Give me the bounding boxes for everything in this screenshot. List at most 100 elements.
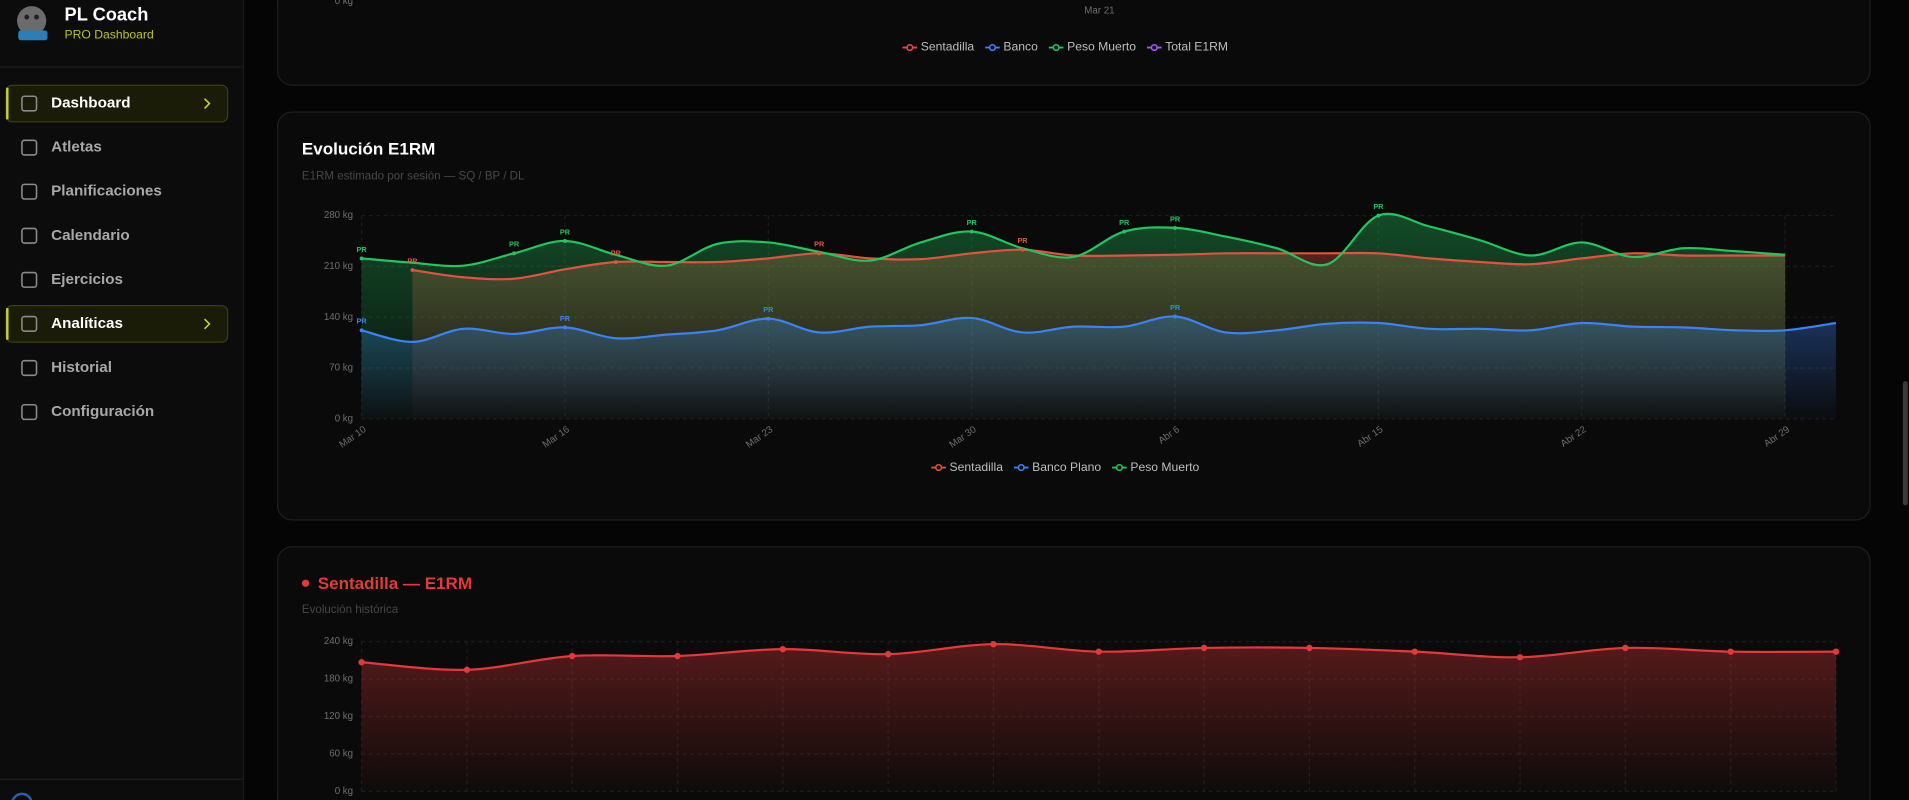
area-fill [361,213,1786,419]
nav-icon [21,227,38,244]
pr-point [817,251,822,256]
pr-point [1173,314,1177,319]
nav: Dashboard Atletas Planificaciones Calendari… [5,84,229,421]
y-tick-label: 70 kg [329,363,353,374]
pr-point [1173,225,1177,230]
nav-icon [21,359,38,377]
legend-item[interactable]: Sentadilla [902,40,975,54]
line [361,315,1837,343]
point [1832,648,1840,655]
legend-label: Banco [1003,40,1038,54]
card-title: Evolución E1RM [302,139,435,158]
nav-label: Ejercicios [51,271,123,288]
nav-item[interactable]: Atletas [21,139,102,156]
nav-active-bar [6,308,9,340]
pr-label: PR [1170,303,1181,312]
y-tick-label: 140 kg [324,312,353,323]
pr-point [359,328,364,333]
pr-label: PR [1170,214,1181,223]
nav-label: Dashboard [51,95,130,112]
point [463,666,471,673]
legend-item[interactable]: Banco Plano [1013,460,1101,474]
nav-item[interactable]: Analíticas [5,305,229,343]
nav-label: Calendario [51,227,130,244]
pr-point [512,251,517,256]
nav-item[interactable]: Historial [21,359,112,377]
point [1095,648,1102,655]
pr-label: PR [763,305,774,314]
y-tick-label: 240 kg [324,636,353,647]
nav-item[interactable]: Planificaciones [21,183,162,200]
pr-point [969,229,974,234]
point [1200,644,1208,652]
nav-label: Planificaciones [51,183,162,200]
nav-icon [21,139,38,156]
nav-icon [21,271,38,288]
legend-marker [1115,463,1123,472]
pr-point [563,239,567,243]
point [1411,648,1418,655]
nav-item[interactable]: Configuración [21,403,154,421]
pr-label: PR [509,240,520,249]
legend-marker [1150,43,1158,52]
card-title: Sentadilla — E1RM [318,574,472,593]
pr-label: PR [1119,218,1130,227]
pr-point [766,316,771,321]
y-tick-label: 0 kg [335,413,353,424]
legend-marker [935,463,943,472]
nav-label: Configuración [51,403,154,420]
pr-label: PR [407,256,418,265]
pr-point [359,256,364,261]
point [1516,654,1524,661]
nav-item[interactable]: Calendario [21,227,130,244]
y-tick-label: 60 kg [329,749,353,760]
nav-active-bar [6,87,9,120]
nav-label: Atletas [51,139,102,156]
title-dot [301,579,310,587]
chevron [203,98,211,109]
brand-subtitle: PRO Dashboard [65,28,154,42]
nav-icon [21,95,38,112]
card [276,0,1871,86]
nav-icon [21,315,38,333]
nav-label: Analíticas [51,315,123,332]
nav-item[interactable]: Dashboard [5,84,229,123]
legend-marker [988,43,997,52]
legend-item[interactable]: Sentadilla [931,460,1003,474]
brand: PL Coach [65,4,149,25]
pr-label: PR [814,240,825,249]
nav-label: Historial [51,359,112,376]
point [779,645,787,653]
pr-label: PR [560,314,571,323]
nav-item[interactable]: Ejercicios [21,271,123,288]
legend-label: Peso Muerto [1067,40,1136,54]
legend-item[interactable]: Banco [985,40,1038,54]
point [990,640,997,648]
x-tick-label: Mar 21 [1084,6,1114,17]
legend-label: Sentadilla [950,460,1004,474]
legend-item[interactable]: Peso Muerto [1048,40,1136,54]
scrollbar [1902,381,1908,506]
legend: Sentadilla Banco Peso Muerto Total E1RM [902,40,1228,54]
chevron [203,318,211,330]
y-tick-label: 0 kg [335,0,353,7]
nav-icon [21,183,38,200]
y-tick-label: 180 kg [324,674,353,685]
area-fill [361,644,1836,792]
pr-point [563,325,567,330]
point [358,659,365,666]
avatar [11,792,33,800]
sidebar [0,0,244,800]
legend-item[interactable]: Peso Muerto [1112,460,1200,474]
pr-label: PR [1017,236,1028,245]
logo [17,6,48,41]
card-subtitle: E1RM estimado por sesión — SQ / BP / DL [302,171,525,183]
point [1622,644,1629,652]
card-subtitle: Evolución histórica [302,604,399,616]
y-tick-label: 280 kg [324,210,353,221]
pr-label: PR [357,245,368,254]
nav-icon [21,403,38,421]
pr-point [1122,229,1127,234]
legend-item[interactable]: Total E1RM [1146,40,1228,54]
